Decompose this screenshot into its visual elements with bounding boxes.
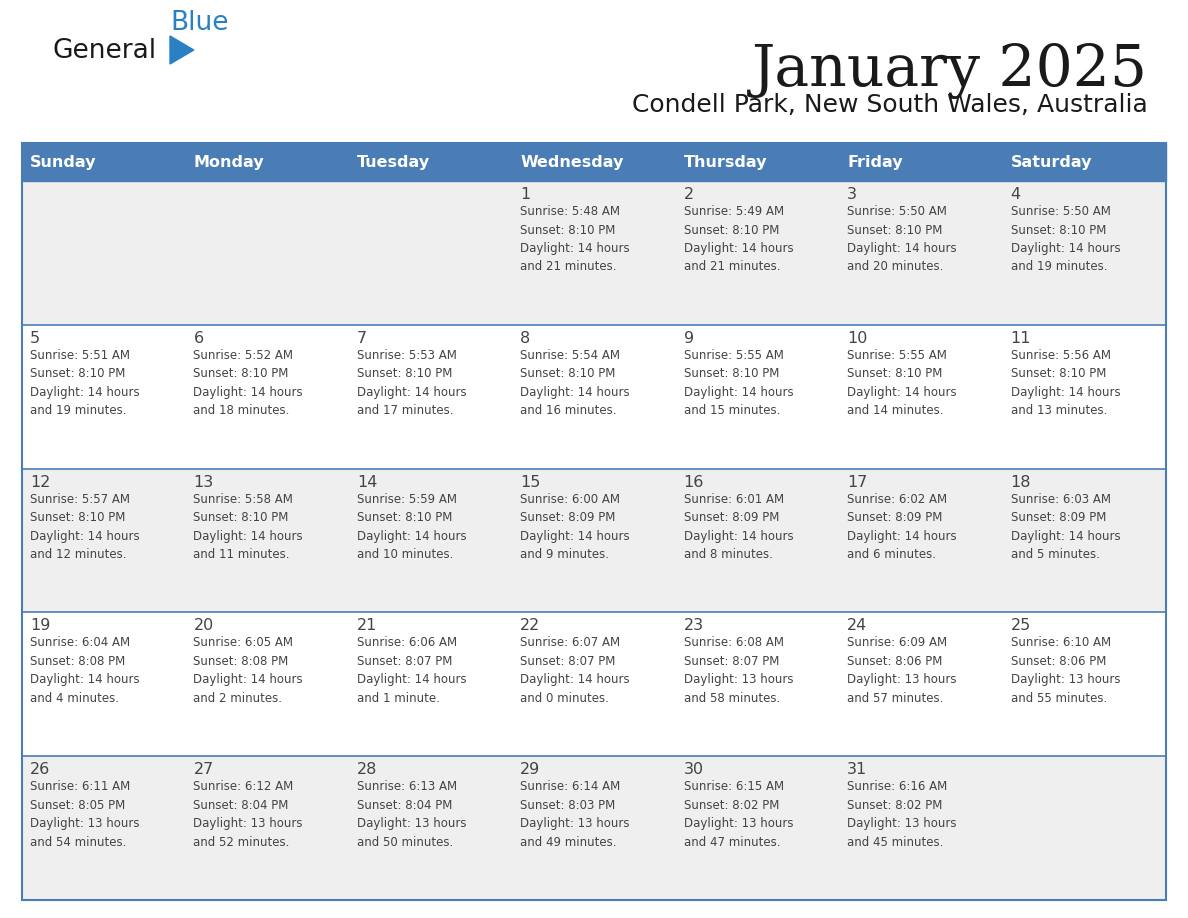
Text: 11: 11 <box>1011 330 1031 346</box>
Text: Sunrise: 6:07 AM
Sunset: 8:07 PM
Daylight: 14 hours
and 0 minutes.: Sunrise: 6:07 AM Sunset: 8:07 PM Dayligh… <box>520 636 630 705</box>
Text: Sunrise: 6:04 AM
Sunset: 8:08 PM
Daylight: 14 hours
and 4 minutes.: Sunrise: 6:04 AM Sunset: 8:08 PM Dayligh… <box>30 636 140 705</box>
Text: 19: 19 <box>30 619 50 633</box>
Text: Sunrise: 6:10 AM
Sunset: 8:06 PM
Daylight: 13 hours
and 55 minutes.: Sunrise: 6:10 AM Sunset: 8:06 PM Dayligh… <box>1011 636 1120 705</box>
Bar <box>23 612 1165 756</box>
Text: 21: 21 <box>356 619 378 633</box>
Bar <box>23 181 1165 325</box>
Text: Friday: Friday <box>847 154 903 170</box>
Text: Sunrise: 6:02 AM
Sunset: 8:09 PM
Daylight: 14 hours
and 6 minutes.: Sunrise: 6:02 AM Sunset: 8:09 PM Dayligh… <box>847 493 956 561</box>
Text: Sunrise: 5:58 AM
Sunset: 8:10 PM
Daylight: 14 hours
and 11 minutes.: Sunrise: 5:58 AM Sunset: 8:10 PM Dayligh… <box>194 493 303 561</box>
Text: 16: 16 <box>684 475 704 489</box>
Text: Sunrise: 6:03 AM
Sunset: 8:09 PM
Daylight: 14 hours
and 5 minutes.: Sunrise: 6:03 AM Sunset: 8:09 PM Dayligh… <box>1011 493 1120 561</box>
Text: Condell Park, New South Wales, Australia: Condell Park, New South Wales, Australia <box>632 93 1148 117</box>
Text: Sunrise: 5:50 AM
Sunset: 8:10 PM
Daylight: 14 hours
and 19 minutes.: Sunrise: 5:50 AM Sunset: 8:10 PM Dayligh… <box>1011 205 1120 274</box>
Text: Sunrise: 6:14 AM
Sunset: 8:03 PM
Daylight: 13 hours
and 49 minutes.: Sunrise: 6:14 AM Sunset: 8:03 PM Dayligh… <box>520 780 630 849</box>
Text: Sunrise: 5:49 AM
Sunset: 8:10 PM
Daylight: 14 hours
and 21 minutes.: Sunrise: 5:49 AM Sunset: 8:10 PM Dayligh… <box>684 205 794 274</box>
Text: Sunrise: 5:48 AM
Sunset: 8:10 PM
Daylight: 14 hours
and 21 minutes.: Sunrise: 5:48 AM Sunset: 8:10 PM Dayligh… <box>520 205 630 274</box>
Text: 24: 24 <box>847 619 867 633</box>
Text: Sunrise: 5:50 AM
Sunset: 8:10 PM
Daylight: 14 hours
and 20 minutes.: Sunrise: 5:50 AM Sunset: 8:10 PM Dayligh… <box>847 205 956 274</box>
Text: 26: 26 <box>30 762 50 778</box>
Text: 29: 29 <box>520 762 541 778</box>
Text: Sunday: Sunday <box>30 154 96 170</box>
Text: 3: 3 <box>847 187 858 202</box>
Text: 12: 12 <box>30 475 50 489</box>
Text: Tuesday: Tuesday <box>356 154 430 170</box>
Text: January 2025: January 2025 <box>752 43 1148 99</box>
Text: Sunrise: 5:53 AM
Sunset: 8:10 PM
Daylight: 14 hours
and 17 minutes.: Sunrise: 5:53 AM Sunset: 8:10 PM Dayligh… <box>356 349 467 418</box>
Text: Sunrise: 5:57 AM
Sunset: 8:10 PM
Daylight: 14 hours
and 12 minutes.: Sunrise: 5:57 AM Sunset: 8:10 PM Dayligh… <box>30 493 140 561</box>
Polygon shape <box>170 36 194 64</box>
Text: 13: 13 <box>194 475 214 489</box>
Bar <box>23 143 1165 900</box>
Text: Blue: Blue <box>170 10 228 36</box>
Text: Sunrise: 6:00 AM
Sunset: 8:09 PM
Daylight: 14 hours
and 9 minutes.: Sunrise: 6:00 AM Sunset: 8:09 PM Dayligh… <box>520 493 630 561</box>
Text: 8: 8 <box>520 330 531 346</box>
Text: Sunrise: 6:05 AM
Sunset: 8:08 PM
Daylight: 14 hours
and 2 minutes.: Sunrise: 6:05 AM Sunset: 8:08 PM Dayligh… <box>194 636 303 705</box>
Text: 15: 15 <box>520 475 541 489</box>
Text: 4: 4 <box>1011 187 1020 202</box>
Text: Sunrise: 6:06 AM
Sunset: 8:07 PM
Daylight: 14 hours
and 1 minute.: Sunrise: 6:06 AM Sunset: 8:07 PM Dayligh… <box>356 636 467 705</box>
Text: 28: 28 <box>356 762 378 778</box>
Text: 2: 2 <box>684 187 694 202</box>
Text: 20: 20 <box>194 619 214 633</box>
Text: 14: 14 <box>356 475 378 489</box>
Text: Sunrise: 6:16 AM
Sunset: 8:02 PM
Daylight: 13 hours
and 45 minutes.: Sunrise: 6:16 AM Sunset: 8:02 PM Dayligh… <box>847 780 956 849</box>
Text: 23: 23 <box>684 619 703 633</box>
Text: Sunrise: 5:56 AM
Sunset: 8:10 PM
Daylight: 14 hours
and 13 minutes.: Sunrise: 5:56 AM Sunset: 8:10 PM Dayligh… <box>1011 349 1120 418</box>
Text: Sunrise: 5:55 AM
Sunset: 8:10 PM
Daylight: 14 hours
and 14 minutes.: Sunrise: 5:55 AM Sunset: 8:10 PM Dayligh… <box>847 349 956 418</box>
Text: Monday: Monday <box>194 154 264 170</box>
Text: General: General <box>52 38 156 64</box>
Text: Sunrise: 6:08 AM
Sunset: 8:07 PM
Daylight: 13 hours
and 58 minutes.: Sunrise: 6:08 AM Sunset: 8:07 PM Dayligh… <box>684 636 794 705</box>
Text: Sunrise: 6:12 AM
Sunset: 8:04 PM
Daylight: 13 hours
and 52 minutes.: Sunrise: 6:12 AM Sunset: 8:04 PM Dayligh… <box>194 780 303 849</box>
Text: 18: 18 <box>1011 475 1031 489</box>
Bar <box>23 756 1165 900</box>
Text: 22: 22 <box>520 619 541 633</box>
Text: 17: 17 <box>847 475 867 489</box>
Text: Sunrise: 6:13 AM
Sunset: 8:04 PM
Daylight: 13 hours
and 50 minutes.: Sunrise: 6:13 AM Sunset: 8:04 PM Dayligh… <box>356 780 467 849</box>
Text: Sunrise: 5:51 AM
Sunset: 8:10 PM
Daylight: 14 hours
and 19 minutes.: Sunrise: 5:51 AM Sunset: 8:10 PM Dayligh… <box>30 349 140 418</box>
Text: 7: 7 <box>356 330 367 346</box>
Text: Sunrise: 5:59 AM
Sunset: 8:10 PM
Daylight: 14 hours
and 10 minutes.: Sunrise: 5:59 AM Sunset: 8:10 PM Dayligh… <box>356 493 467 561</box>
Text: 1: 1 <box>520 187 531 202</box>
Text: Sunrise: 5:54 AM
Sunset: 8:10 PM
Daylight: 14 hours
and 16 minutes.: Sunrise: 5:54 AM Sunset: 8:10 PM Dayligh… <box>520 349 630 418</box>
Text: Thursday: Thursday <box>684 154 767 170</box>
Text: 30: 30 <box>684 762 703 778</box>
Text: 25: 25 <box>1011 619 1031 633</box>
Text: 27: 27 <box>194 762 214 778</box>
Text: Sunrise: 6:09 AM
Sunset: 8:06 PM
Daylight: 13 hours
and 57 minutes.: Sunrise: 6:09 AM Sunset: 8:06 PM Dayligh… <box>847 636 956 705</box>
Text: Wednesday: Wednesday <box>520 154 624 170</box>
Text: Sunrise: 6:15 AM
Sunset: 8:02 PM
Daylight: 13 hours
and 47 minutes.: Sunrise: 6:15 AM Sunset: 8:02 PM Dayligh… <box>684 780 794 849</box>
Text: 31: 31 <box>847 762 867 778</box>
Text: Saturday: Saturday <box>1011 154 1092 170</box>
Text: Sunrise: 6:01 AM
Sunset: 8:09 PM
Daylight: 14 hours
and 8 minutes.: Sunrise: 6:01 AM Sunset: 8:09 PM Dayligh… <box>684 493 794 561</box>
Text: 10: 10 <box>847 330 867 346</box>
Text: 9: 9 <box>684 330 694 346</box>
Text: Sunrise: 5:52 AM
Sunset: 8:10 PM
Daylight: 14 hours
and 18 minutes.: Sunrise: 5:52 AM Sunset: 8:10 PM Dayligh… <box>194 349 303 418</box>
Text: Sunrise: 6:11 AM
Sunset: 8:05 PM
Daylight: 13 hours
and 54 minutes.: Sunrise: 6:11 AM Sunset: 8:05 PM Dayligh… <box>30 780 139 849</box>
Text: 6: 6 <box>194 330 203 346</box>
Text: 5: 5 <box>30 330 40 346</box>
Bar <box>23 143 1165 181</box>
Bar <box>23 468 1165 612</box>
Text: Sunrise: 5:55 AM
Sunset: 8:10 PM
Daylight: 14 hours
and 15 minutes.: Sunrise: 5:55 AM Sunset: 8:10 PM Dayligh… <box>684 349 794 418</box>
Bar <box>23 325 1165 468</box>
